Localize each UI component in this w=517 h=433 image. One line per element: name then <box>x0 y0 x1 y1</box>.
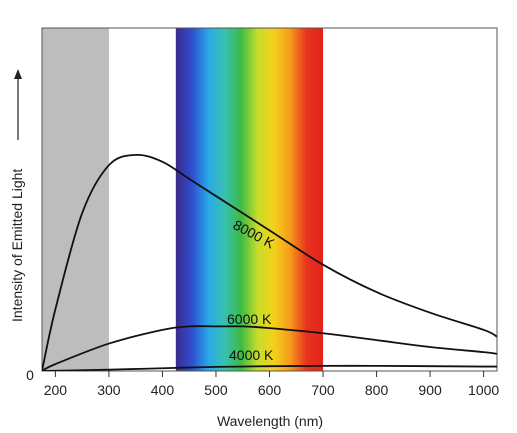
curve-label-4000k: 4000 K <box>229 347 274 363</box>
x-tick-label: 200 <box>44 382 68 398</box>
x-tick-label: 600 <box>258 382 282 398</box>
curve-4000k <box>42 364 497 371</box>
curves <box>42 153 497 371</box>
y-axis-label: Intensity of Emitted Light <box>9 169 25 322</box>
shaded-regions <box>42 28 324 371</box>
curve-label-6000k: 6000 K <box>227 311 272 327</box>
x-tick-label: 500 <box>204 382 228 398</box>
ultraviolet-band <box>42 28 109 371</box>
x-axis-label: Wavelength (nm) <box>217 413 323 429</box>
x-tick-label: 900 <box>418 382 442 398</box>
x-tick-label: 300 <box>97 382 121 398</box>
y-axis-label-group: Intensity of Emitted Light <box>9 69 25 322</box>
x-tick-label: 700 <box>311 382 335 398</box>
x-tick-label: 800 <box>365 382 389 398</box>
y-origin-label: 0 <box>26 367 34 383</box>
y-axis-arrow-icon <box>14 69 22 79</box>
x-tick-label: 400 <box>151 382 175 398</box>
visible-spectrum-band <box>175 28 324 371</box>
curve-8000k <box>42 153 497 371</box>
curve-6000k <box>42 325 497 371</box>
x-axis-ticks: 200 300 400 500 600 700 800 900 1000 <box>44 371 499 398</box>
x-tick-label: 1000 <box>468 382 499 398</box>
